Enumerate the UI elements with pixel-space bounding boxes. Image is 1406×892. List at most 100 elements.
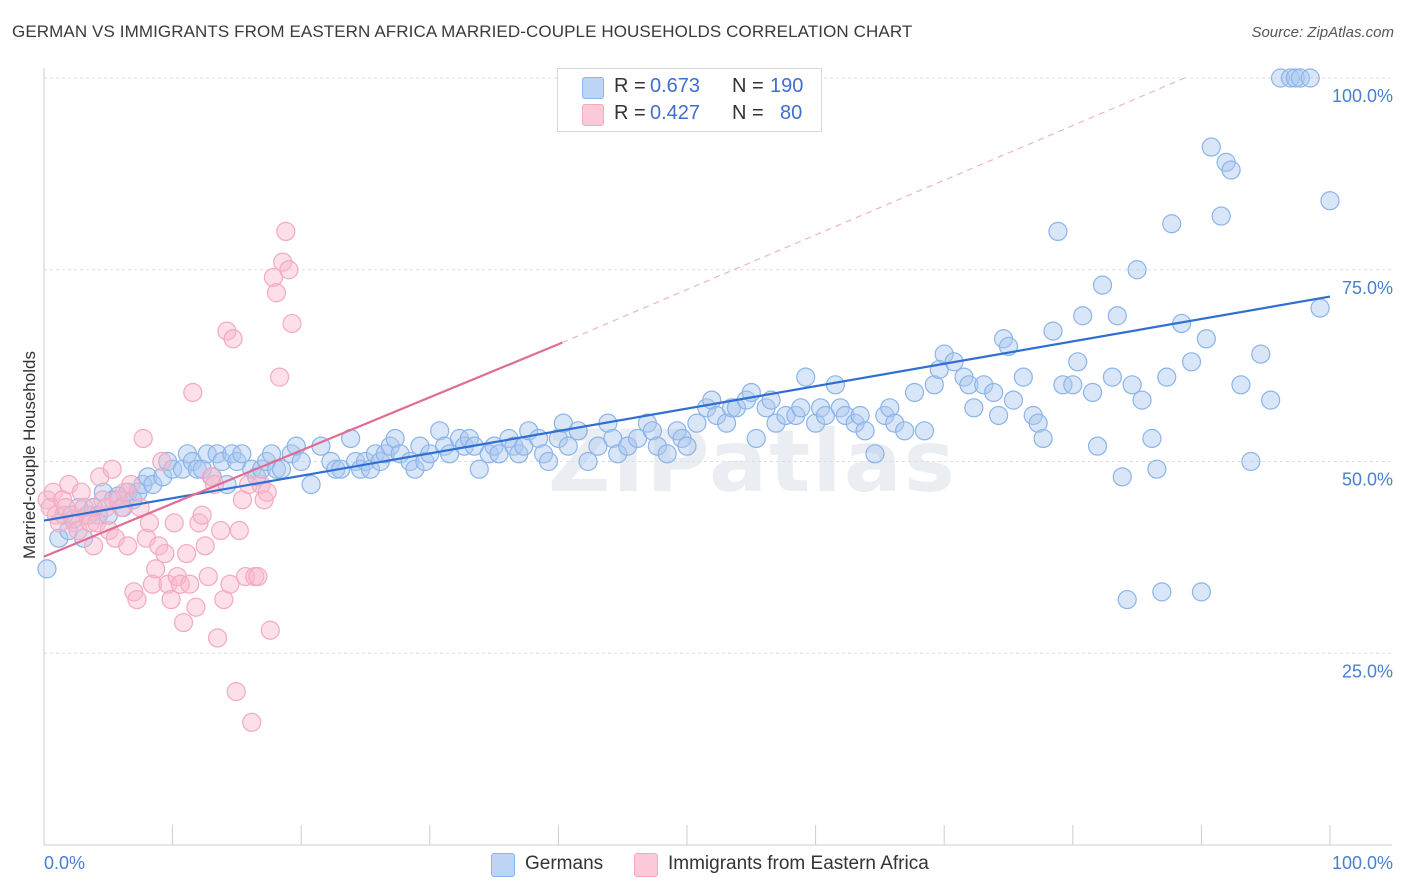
point-germans xyxy=(1122,375,1142,395)
point-germans xyxy=(1043,321,1063,341)
point-germans xyxy=(647,436,667,456)
point-germans xyxy=(1280,68,1301,88)
point-germans xyxy=(548,428,569,449)
x-tick-label-max: 100.0% xyxy=(1332,853,1393,873)
trend-extension-eastern-africa xyxy=(562,77,1185,344)
point-eastern-africa xyxy=(220,574,240,594)
point-germans xyxy=(1082,382,1103,403)
point-germans xyxy=(984,382,1004,403)
point-eastern-africa xyxy=(173,612,194,633)
trend-lines xyxy=(43,77,1331,558)
point-eastern-africa xyxy=(211,520,231,541)
point-germans xyxy=(1157,367,1177,387)
point-eastern-africa xyxy=(114,482,135,502)
point-germans xyxy=(766,413,786,433)
point-germans xyxy=(163,459,183,479)
point-eastern-africa xyxy=(102,459,122,479)
chart-source: Source: ZipAtlas.com xyxy=(1251,24,1394,41)
point-eastern-africa xyxy=(279,260,299,280)
point-germans xyxy=(271,459,292,479)
point-germans xyxy=(1053,375,1073,395)
point-germans xyxy=(1127,260,1147,280)
point-eastern-africa xyxy=(257,482,277,502)
y-tick-label: 25.0% xyxy=(1342,661,1393,681)
point-eastern-africa xyxy=(229,520,249,541)
point-eastern-africa xyxy=(186,597,206,617)
x-tick-label-min: 0.0% xyxy=(44,853,85,873)
point-germans xyxy=(1073,306,1093,326)
point-eastern-africa xyxy=(164,513,184,533)
point-eastern-africa xyxy=(226,681,246,702)
point-germans xyxy=(1320,191,1340,211)
point-germans xyxy=(405,459,425,479)
point-germans xyxy=(627,428,648,449)
point-germans xyxy=(1290,68,1310,88)
point-germans xyxy=(197,444,217,464)
point-eastern-africa xyxy=(254,490,274,510)
point-germans xyxy=(815,405,836,426)
bottom-legend-swatch-eastern-africa xyxy=(634,853,658,877)
point-germans xyxy=(1087,436,1108,456)
point-germans xyxy=(385,428,405,449)
axes xyxy=(43,68,1392,846)
point-eastern-africa xyxy=(276,221,296,241)
point-germans xyxy=(1285,68,1305,88)
point-eastern-africa xyxy=(149,536,169,556)
point-germans xyxy=(1211,206,1231,226)
point-germans xyxy=(1270,68,1291,88)
point-germans xyxy=(1028,413,1048,433)
point-eastern-africa xyxy=(242,712,262,732)
point-germans xyxy=(212,451,232,472)
point-germans xyxy=(1117,589,1137,610)
point-germans xyxy=(1102,367,1122,387)
legend-n-value-eastern-africa: 80 xyxy=(780,102,803,124)
series-eastern-africa-points xyxy=(37,221,302,732)
point-germans xyxy=(578,451,598,472)
point-eastern-africa xyxy=(142,574,163,594)
tick-labels: 25.0% 50.0% 75.0% 100.0% 0.0% 100.0% xyxy=(44,86,1393,873)
point-germans xyxy=(721,398,742,418)
point-germans xyxy=(1300,68,1320,88)
point-germans xyxy=(172,459,193,479)
point-eastern-africa xyxy=(161,589,181,610)
legend-n-label: N = xyxy=(732,102,764,124)
point-germans xyxy=(677,436,697,456)
point-germans xyxy=(1132,390,1152,410)
point-germans xyxy=(538,451,559,472)
point-eastern-africa xyxy=(71,482,91,502)
y-tick-label: 50.0% xyxy=(1342,470,1393,490)
point-germans xyxy=(37,559,57,579)
point-germans xyxy=(1142,428,1162,449)
point-germans xyxy=(796,367,816,387)
point-germans xyxy=(1003,390,1024,410)
point-eastern-africa xyxy=(189,513,209,533)
point-eastern-africa xyxy=(37,490,57,510)
point-eastern-africa xyxy=(108,490,129,510)
point-germans xyxy=(835,405,855,426)
legend-swatch-eastern-africa xyxy=(582,104,604,126)
point-germans xyxy=(618,436,638,456)
point-germans xyxy=(1013,367,1033,387)
point-germans xyxy=(895,421,915,441)
point-germans xyxy=(1191,582,1212,602)
legend-r-value-eastern-africa: 0.427 xyxy=(650,102,701,124)
point-germans xyxy=(1068,352,1088,372)
point-eastern-africa xyxy=(208,628,228,648)
point-germans xyxy=(1241,451,1261,472)
point-germans xyxy=(959,375,979,395)
point-germans xyxy=(776,405,796,426)
point-germans xyxy=(232,444,252,464)
point-eastern-africa xyxy=(121,474,141,495)
point-germans xyxy=(687,413,707,433)
point-germans xyxy=(1231,375,1251,395)
trend-line-eastern-africa xyxy=(43,341,563,558)
point-germans xyxy=(291,451,311,472)
point-germans xyxy=(904,382,925,403)
point-germans xyxy=(914,421,935,441)
point-eastern-africa xyxy=(80,513,101,533)
point-germans xyxy=(707,405,727,426)
point-germans xyxy=(865,444,885,464)
point-germans xyxy=(143,474,163,495)
point-germans xyxy=(1107,306,1127,326)
